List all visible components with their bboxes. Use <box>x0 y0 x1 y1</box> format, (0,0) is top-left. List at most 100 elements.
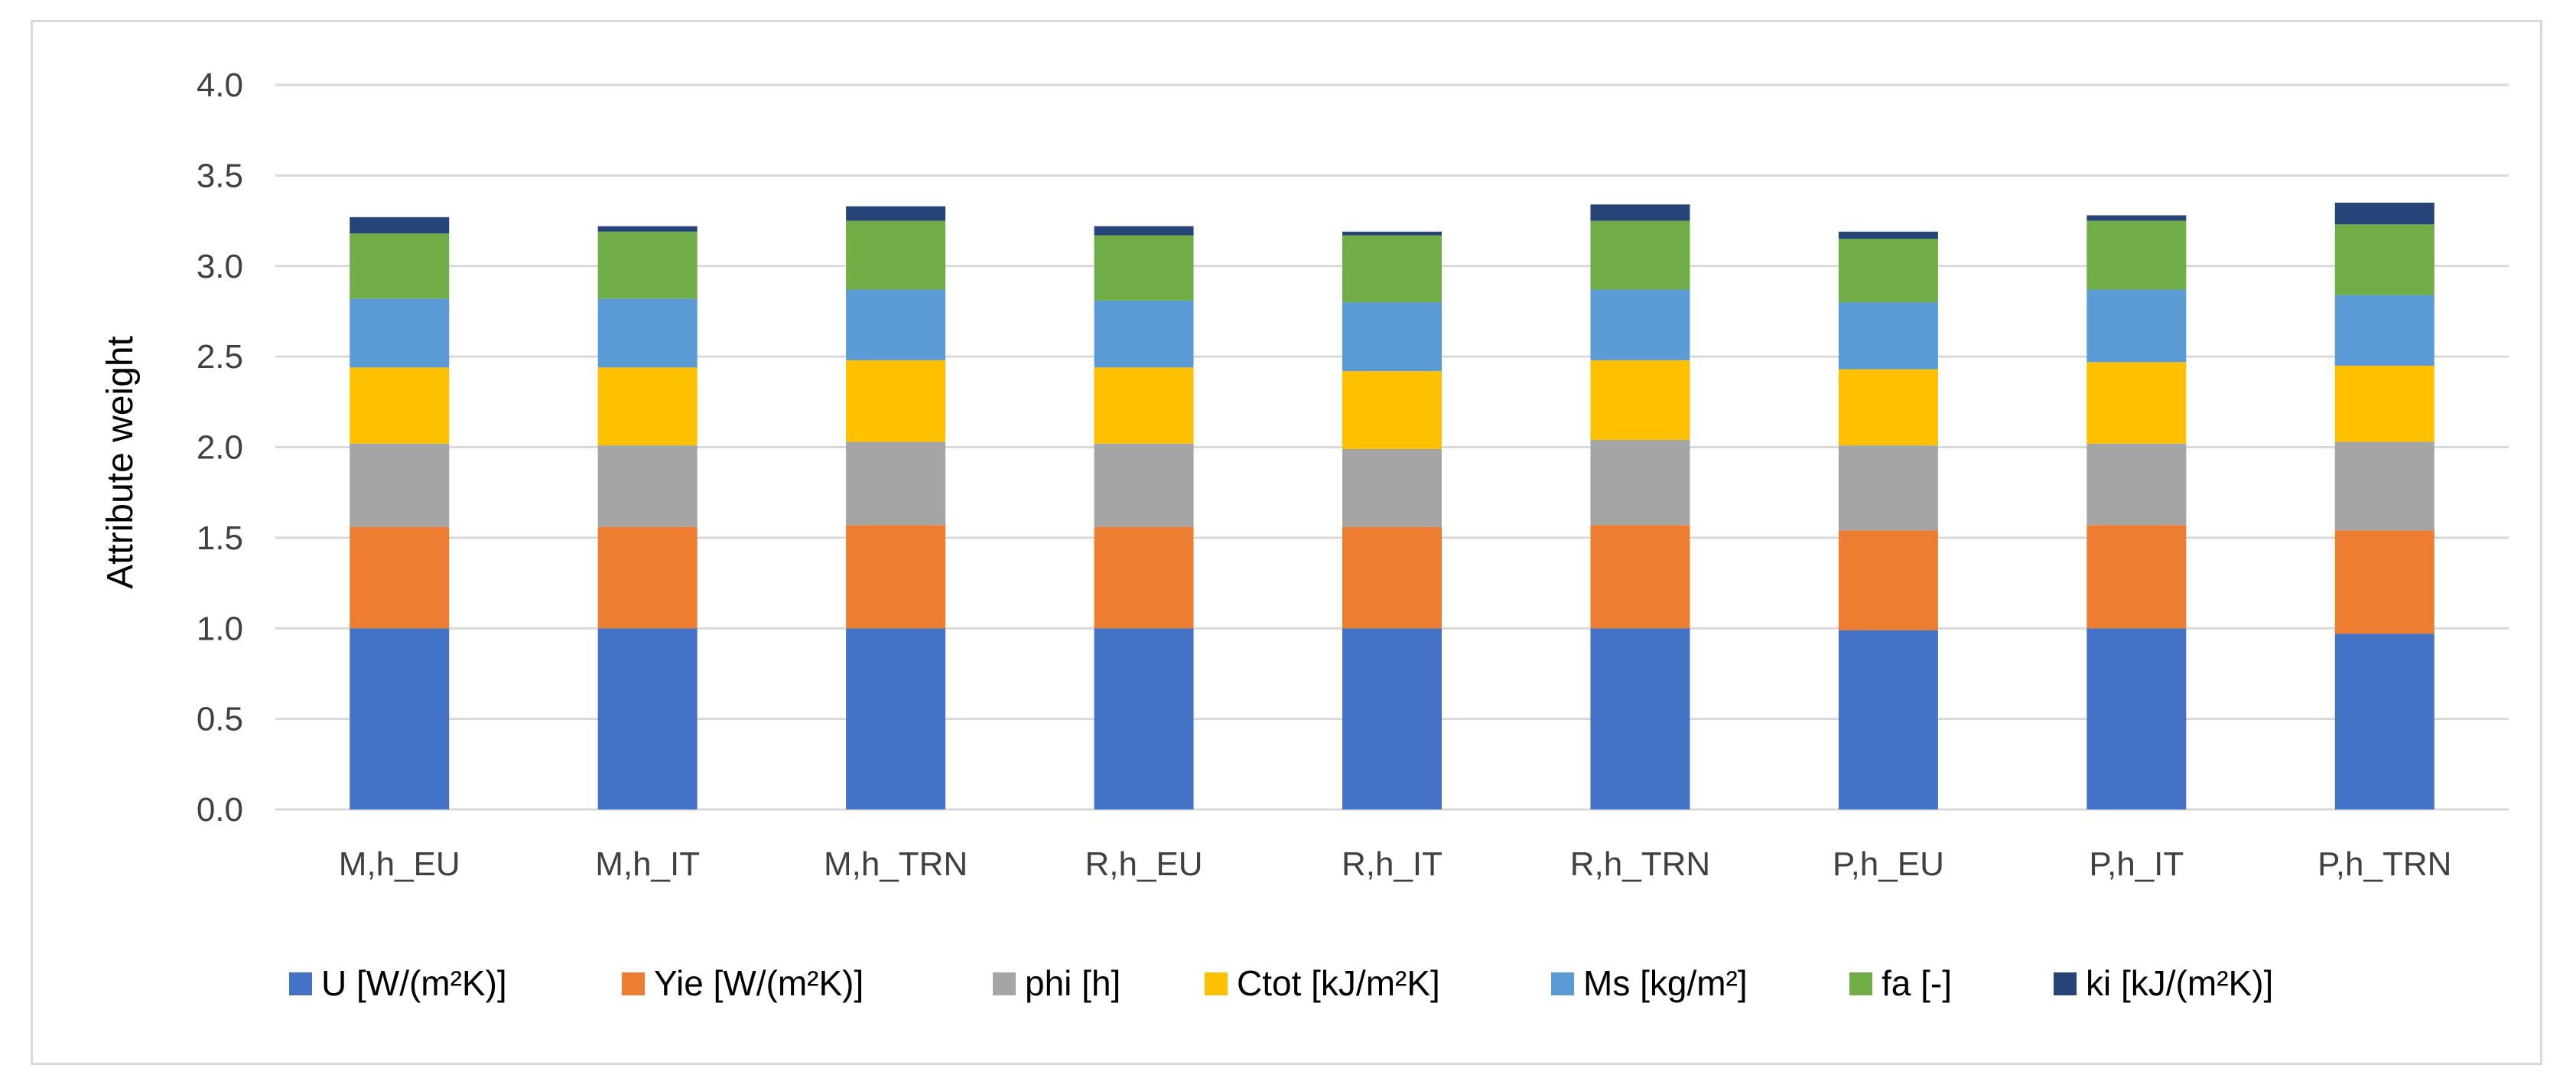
bar-segment <box>350 233 450 299</box>
bar-segment <box>1342 448 1442 527</box>
bar-segment <box>1094 300 1194 368</box>
legend-swatch <box>622 972 645 995</box>
bar-segment <box>1094 235 1194 301</box>
bar-segment <box>1590 628 1690 809</box>
legend-swatch <box>1551 972 1574 995</box>
legend-label: Ctot [kJ/m²K] <box>1237 963 1440 1003</box>
y-tick-label: 0.5 <box>197 701 243 738</box>
x-tick-label: M,h_IT <box>595 845 700 883</box>
bar-segment <box>1094 226 1194 236</box>
bar-segment <box>846 360 946 442</box>
bar-segment <box>1590 289 1690 360</box>
bar-segment <box>1342 371 1442 449</box>
legend-swatch <box>289 972 312 995</box>
legend-label: Ms [kg/m²] <box>1583 963 1748 1003</box>
legend-swatch <box>2054 972 2077 995</box>
bar-segment <box>350 367 450 444</box>
legend-swatch <box>993 972 1016 995</box>
bar-segment <box>2334 530 2435 634</box>
y-tick-label: 1.0 <box>197 610 243 647</box>
bar-segment <box>1838 445 1938 531</box>
bar-segment <box>350 526 450 629</box>
bar-segment <box>2334 633 2435 809</box>
bar-segment <box>1838 369 1938 446</box>
bar-segment <box>597 628 698 809</box>
bar-segment <box>1094 628 1194 809</box>
bar-segment <box>1094 526 1194 629</box>
bar-segment <box>350 298 450 368</box>
bar-segment <box>1590 220 1690 290</box>
legend-label: U [W/(m²K)] <box>321 963 507 1003</box>
x-tick-label: P,h_TRN <box>2317 845 2451 883</box>
x-tick-label: M,h_TRN <box>824 845 968 883</box>
bar-segment <box>597 526 698 629</box>
bar-segment <box>2086 362 2187 444</box>
bar-segment <box>2086 289 2187 363</box>
y-tick-label: 4.0 <box>197 67 243 104</box>
bar-segment <box>1094 367 1194 444</box>
bar-segment <box>2334 224 2435 295</box>
bar-segment <box>350 443 450 527</box>
bar-segment <box>2334 365 2435 442</box>
legend: U [W/(m²K)] Yie [W/(m²K)] phi [h] Ctot [kJ/… <box>289 963 2273 1003</box>
y-axis-title: Attribute weight <box>100 336 141 589</box>
bar-segment <box>1590 204 1690 221</box>
legend-label: ki [kJ/(m²K)] <box>2086 963 2273 1003</box>
bar-segment <box>1342 628 1442 809</box>
legend-label: fa [-] <box>1882 963 1952 1003</box>
bar-segment <box>846 628 946 809</box>
bars <box>350 202 2435 809</box>
legend-label: Yie [W/(m²K)] <box>654 963 864 1003</box>
chart-frame: 0.0 0.5 1.0 1.5 2.0 2.5 3.0 3.5 4.0 M,h_EU M,h_IT… <box>31 20 2542 1065</box>
y-tick-label: 3.0 <box>197 248 243 285</box>
x-axis-ticks: M,h_EU M,h_IT M,h_TRN R,h_EU R,h_IT R,h_TRN P,… <box>339 845 2452 883</box>
legend-swatch <box>1849 972 1872 995</box>
bar-segment <box>2334 295 2435 366</box>
bar-segment <box>1094 443 1194 527</box>
y-tick-label: 3.5 <box>197 157 243 194</box>
x-tick-label: R,h_TRN <box>1570 845 1710 883</box>
bar-segment <box>2086 628 2187 809</box>
x-tick-label: P,h_EU <box>1833 845 1944 883</box>
stacked-bar-chart: 0.0 0.5 1.0 1.5 2.0 2.5 3.0 3.5 4.0 M,h_EU M,h_IT… <box>100 67 2509 1003</box>
bar-segment <box>1342 302 1442 372</box>
bar-segment <box>846 289 946 360</box>
bar-segment <box>846 220 946 290</box>
bar-segment <box>1838 630 1938 809</box>
bar-segment <box>1590 360 1690 441</box>
bar-segment <box>846 206 946 221</box>
bar-segment <box>2086 220 2187 290</box>
bar-segment <box>1838 302 1938 370</box>
x-tick-label: M,h_EU <box>339 845 460 883</box>
legend-label: phi [h] <box>1025 963 1120 1003</box>
bar-segment <box>597 445 698 527</box>
bar-segment <box>597 367 698 446</box>
y-tick-label: 2.5 <box>197 338 243 376</box>
x-tick-label: R,h_IT <box>1342 845 1442 883</box>
y-tick-label: 0.0 <box>197 791 243 829</box>
bar-segment <box>1342 235 1442 303</box>
y-axis-ticks: 0.0 0.5 1.0 1.5 2.0 2.5 3.0 3.5 4.0 <box>197 67 243 829</box>
bar-segment <box>1838 239 1938 303</box>
bar-segment <box>1590 440 1690 526</box>
bar-segment <box>2086 443 2187 526</box>
bar-segment <box>846 525 946 629</box>
legend-swatch <box>1205 972 1228 995</box>
bar-segment <box>846 441 946 526</box>
bar-segment <box>2334 441 2435 531</box>
x-tick-label: P,h_IT <box>2089 845 2184 883</box>
bar-segment <box>2334 202 2435 225</box>
y-tick-label: 2.0 <box>197 429 243 467</box>
bar-segment <box>1342 526 1442 629</box>
bar-segment <box>597 298 698 368</box>
bar-segment <box>1342 231 1442 236</box>
bar-segment <box>597 231 698 299</box>
bar-segment <box>1838 231 1938 239</box>
bar-segment <box>1838 530 1938 630</box>
bar-segment <box>2086 215 2187 221</box>
bar-segment <box>2086 525 2187 629</box>
x-tick-label: R,h_EU <box>1085 845 1203 883</box>
bar-segment <box>1590 525 1690 629</box>
bar-segment <box>350 628 450 809</box>
bar-segment <box>350 217 450 234</box>
